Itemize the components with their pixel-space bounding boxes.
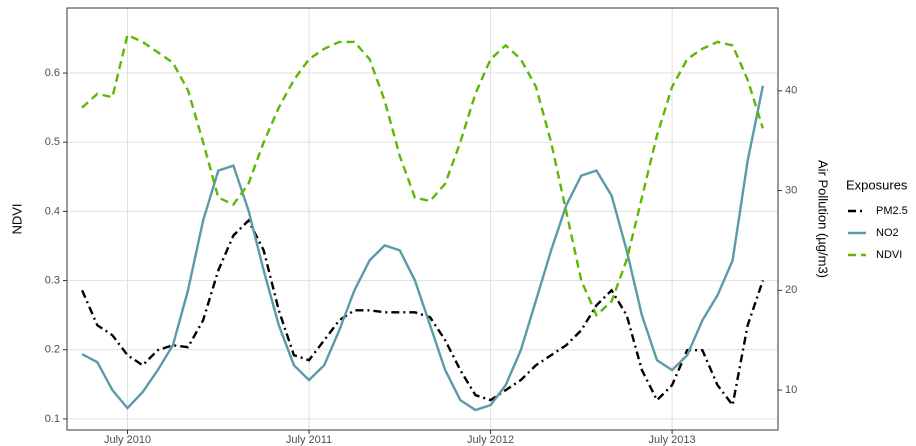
legend-label: NO2	[876, 227, 899, 239]
legend-title: Exposures	[846, 177, 908, 192]
plot-border	[66, 7, 779, 431]
y-tick-label: 0.4	[45, 205, 60, 217]
y-axis-title: NDVI	[9, 203, 24, 234]
legend-label: NDVI	[876, 249, 902, 261]
y-tick-label: 0.2	[45, 344, 60, 356]
y-tick-label: 0.3	[45, 274, 60, 286]
x-tick-label: July 2012	[467, 434, 514, 446]
y-tick-label: 0.6	[45, 67, 60, 79]
x-tick-label: July 2011	[286, 434, 332, 446]
x-tick-label: July 2010	[104, 434, 151, 446]
series-line	[80, 218, 765, 408]
y2-axis-title: Air Pollution (µg/m3)	[816, 160, 831, 278]
y2-tick-label: 40	[785, 85, 797, 97]
y2-tick-label: 10	[785, 384, 797, 396]
legend-label: PM2.5	[876, 205, 908, 217]
y-tick-label: 0.1	[45, 413, 60, 425]
y2-tick-label: 20	[785, 284, 797, 296]
y2-tick-label: 30	[785, 184, 797, 196]
y-tick-label: 0.5	[45, 136, 60, 148]
x-tick-label: July 2013	[649, 434, 696, 446]
series-line	[81, 85, 765, 412]
series-line	[81, 33, 765, 318]
